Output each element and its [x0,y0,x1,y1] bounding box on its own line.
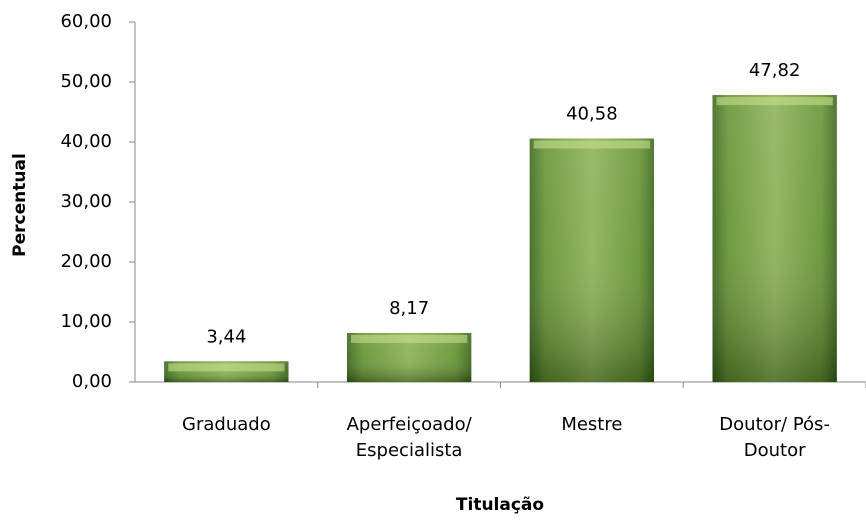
x-tick-label: Mestre [561,414,623,435]
y-tick-label: 0,00 [72,371,112,392]
y-tick-label: 20,00 [60,251,112,272]
bar-bevel [168,363,285,372]
x-tick-label: Doutor/ Pós-Doutor [719,414,830,461]
y-tick-label: 50,00 [60,71,112,92]
value-label: 47,82 [749,60,801,81]
bar-bevel [533,140,651,149]
bar-bevel [350,334,468,343]
value-label: 3,44 [206,326,246,347]
bar-bevel [716,97,833,106]
y-tick-label: 30,00 [60,191,112,212]
y-tick-label: 10,00 [60,311,112,332]
bar [712,95,837,382]
y-axis-title: Percentual [10,153,30,257]
x-tick-label: Aperfeiçoado/ Especialista [346,414,472,461]
value-label: 40,58 [566,104,618,125]
bar-gloss [529,138,655,382]
x-axis-title: Titulação [456,495,544,515]
bar [164,361,289,382]
value-label: 8,17 [389,298,429,319]
bar-gloss [712,95,837,382]
y-tick-label: 40,00 [60,131,112,152]
bar [529,138,655,382]
bar [346,332,472,382]
y-tick-label: 60,00 [60,11,112,32]
x-tick-label: Graduado [182,414,271,435]
